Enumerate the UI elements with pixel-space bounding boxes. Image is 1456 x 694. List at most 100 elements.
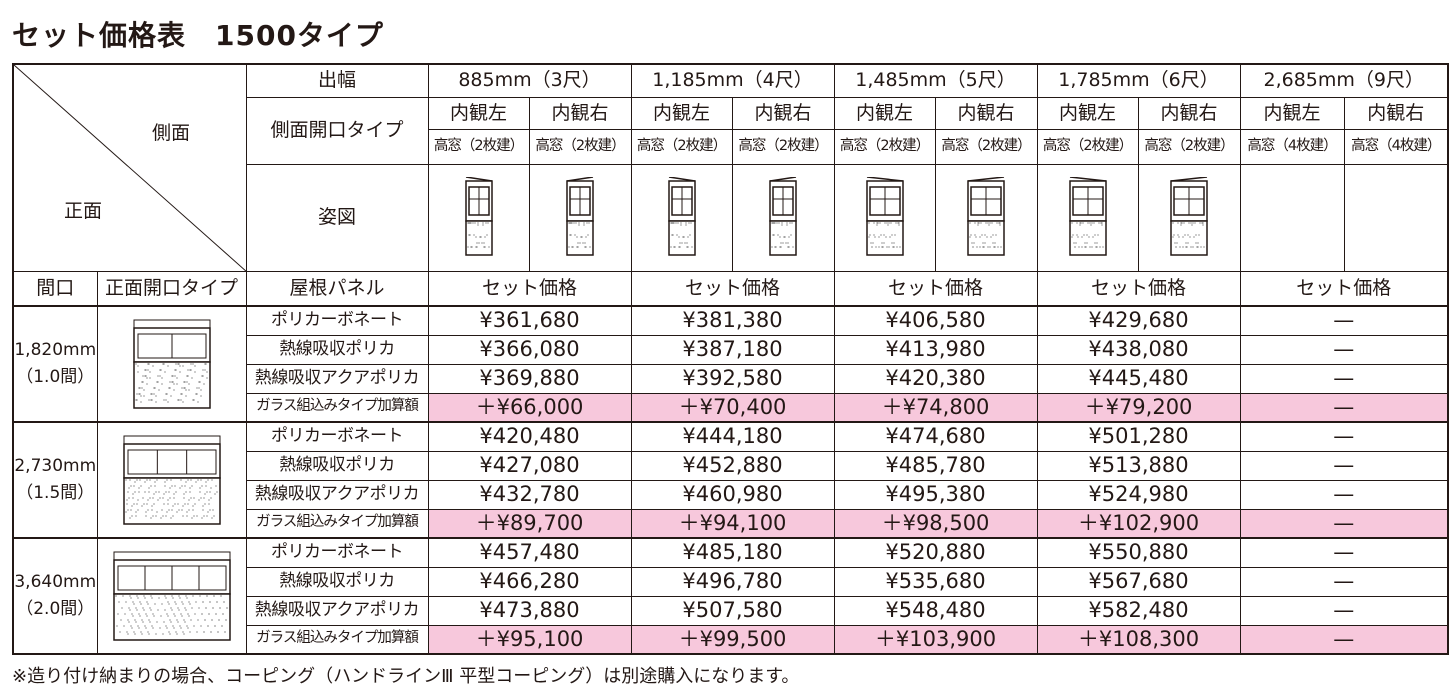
price-label: セット価格 <box>1036 270 1241 307</box>
figure <box>566 176 594 256</box>
price: ¥438,080 <box>1036 334 1241 365</box>
panel-name: 熱線吸収ポリカ <box>245 566 429 597</box>
frontage-cell: 2,730mm （1.5間） <box>12 421 98 539</box>
corner-cell: 側面 正面 <box>12 63 247 272</box>
figure-cell <box>1036 163 1139 272</box>
window-label: 高窓（2枚建） <box>1137 128 1241 165</box>
price: ¥444,180 <box>630 421 835 452</box>
price: ＋¥98,500 <box>833 508 1038 539</box>
view-label: 内観右 <box>1137 96 1241 130</box>
price: ¥524,980 <box>1036 479 1241 510</box>
view-label: 内観右 <box>1343 96 1449 130</box>
corner-front: 正面 <box>64 200 103 222</box>
panel-name: 熱線吸収ポリカ <box>245 450 429 481</box>
price: ¥495,380 <box>833 479 1038 510</box>
figure-cell <box>630 163 733 272</box>
view-label: 内観右 <box>528 96 632 130</box>
price: ＋¥66,000 <box>427 392 632 423</box>
price: ¥432,780 <box>427 479 632 510</box>
price: ¥460,980 <box>630 479 835 510</box>
figure <box>967 176 1005 256</box>
figure-cell <box>833 163 936 272</box>
panel-name: 熱線吸収アクアポリカ <box>245 363 429 394</box>
panel-name: ポリカーボネート <box>245 305 429 336</box>
price: ¥567,680 <box>1036 566 1241 597</box>
figure-cell <box>427 163 530 272</box>
table-row: ガラス組込みタイプ加算額 ＋¥66,000 ＋¥70,400 ＋¥74,800 ＋¥79… <box>13 392 1449 423</box>
table-row: 側面 正面 出幅 885mm（3尺） 1,185mm（4尺） 1,485mm（5尺） 1,7… <box>12 63 1449 272</box>
table-row: 熱線吸収アクアポリカ ¥473,880 ¥507,580 ¥548,480 ¥582,4… <box>13 595 1449 626</box>
price: ¥548,480 <box>833 595 1038 626</box>
panel-name: 熱線吸収アクアポリカ <box>245 479 429 510</box>
price: ¥429,680 <box>1036 305 1241 336</box>
figure <box>464 176 493 256</box>
price: ＋¥70,400 <box>630 392 835 423</box>
price: — <box>1239 421 1449 452</box>
price: ＋¥108,300 <box>1036 624 1241 655</box>
price: ¥513,880 <box>1036 450 1241 481</box>
price: ¥392,580 <box>630 363 835 394</box>
frontage-cell: 1,820mm （1.0間） <box>12 305 98 423</box>
price: ¥427,080 <box>427 450 632 481</box>
frontage-cell: 3,640mm （2.0間） <box>12 537 98 655</box>
frontage-ken: （1.0間） <box>16 367 95 387</box>
price: — <box>1239 537 1449 568</box>
table-row: 高窓（2枚建） 高窓（2枚建） 高窓（2枚建） 高窓（2枚建） 高窓（2枚建） 高窓（2枚… <box>13 128 1449 165</box>
width-label: 1,485mm（5尺） <box>833 63 1038 98</box>
panel-name: ガラス組込みタイプ加算額 <box>245 392 429 423</box>
window-label: 高窓（2枚建） <box>1036 128 1139 165</box>
front-figure-cell <box>96 537 247 655</box>
price: ＋¥89,700 <box>427 508 632 539</box>
front-figure-cell <box>96 305 247 423</box>
window-label: 高窓（4枚建） <box>1343 128 1449 165</box>
price: — <box>1239 392 1449 423</box>
price: ¥474,680 <box>833 421 1038 452</box>
price: ¥582,480 <box>1036 595 1241 626</box>
figure <box>769 176 797 256</box>
figure-cell <box>1343 163 1449 272</box>
price: ＋¥102,900 <box>1036 508 1241 539</box>
price: — <box>1239 479 1449 510</box>
frontage-ken: （2.0間） <box>16 599 95 619</box>
figure-cell <box>934 163 1038 272</box>
panel-name: ポリカーボネート <box>245 421 429 452</box>
price: — <box>1239 363 1449 394</box>
table-row: 熱線吸収ポリカ ¥427,080 ¥452,880 ¥485,780 ¥513,880— <box>13 450 1449 481</box>
price: ¥473,880 <box>427 595 632 626</box>
table-row: 熱線吸収ポリカ ¥366,080 ¥387,180 ¥413,980 ¥438,080— <box>13 334 1449 365</box>
figure <box>1170 176 1208 256</box>
price: — <box>1239 566 1449 597</box>
price: ¥387,180 <box>630 334 835 365</box>
window-label: 高窓（2枚建） <box>731 128 835 165</box>
figure-cell <box>1239 163 1345 272</box>
table-row: 姿図 <box>13 163 1449 272</box>
price: ＋¥99,500 <box>630 624 835 655</box>
width-label: 885mm（3尺） <box>427 63 632 98</box>
price: — <box>1239 595 1449 626</box>
header-cell: 正面開口タイプ <box>96 270 247 307</box>
price: ¥381,380 <box>630 305 835 336</box>
frontage-frontage: 2,730mm <box>14 455 97 476</box>
price: ¥452,880 <box>630 450 835 481</box>
table-row: 間口 正面開口タイプ 屋根パネル セット価格 セット価格 セット価格 セット価格 セット価格 <box>12 270 1449 307</box>
view-label: 内観右 <box>934 96 1038 130</box>
figure-cell <box>731 163 835 272</box>
width-label: 1,785mm（6尺） <box>1036 63 1241 98</box>
price: ¥501,280 <box>1036 421 1241 452</box>
window-label: 高窓（4枚建） <box>1239 128 1345 165</box>
price: ¥366,080 <box>427 334 632 365</box>
figure <box>667 176 696 256</box>
table-row: ガラス組込みタイプ加算額 ＋¥89,700 ＋¥94,100 ＋¥98,500 ＋¥10… <box>13 508 1449 539</box>
header-cell: 屋根パネル <box>245 270 429 307</box>
view-label: 内観左 <box>427 96 530 130</box>
panel-name: 熱線吸収ポリカ <box>245 334 429 365</box>
table-row: 1,820mm （1.0間） ポリカーボネート ¥361,680 ¥381,380 ¥40… <box>12 305 1449 423</box>
price: ¥485,780 <box>833 450 1038 481</box>
table-row: 3,640mm （2.0間） ポリカーボネート ¥457,480 ¥485,180 ¥52… <box>12 537 1449 655</box>
header-cell: 出幅 <box>245 63 429 98</box>
price: ¥406,580 <box>833 305 1038 336</box>
price: ¥420,480 <box>427 421 632 452</box>
figure-cell <box>1137 163 1241 272</box>
price-label: セット価格 <box>427 270 632 307</box>
header-cell: 姿図 <box>245 163 429 272</box>
